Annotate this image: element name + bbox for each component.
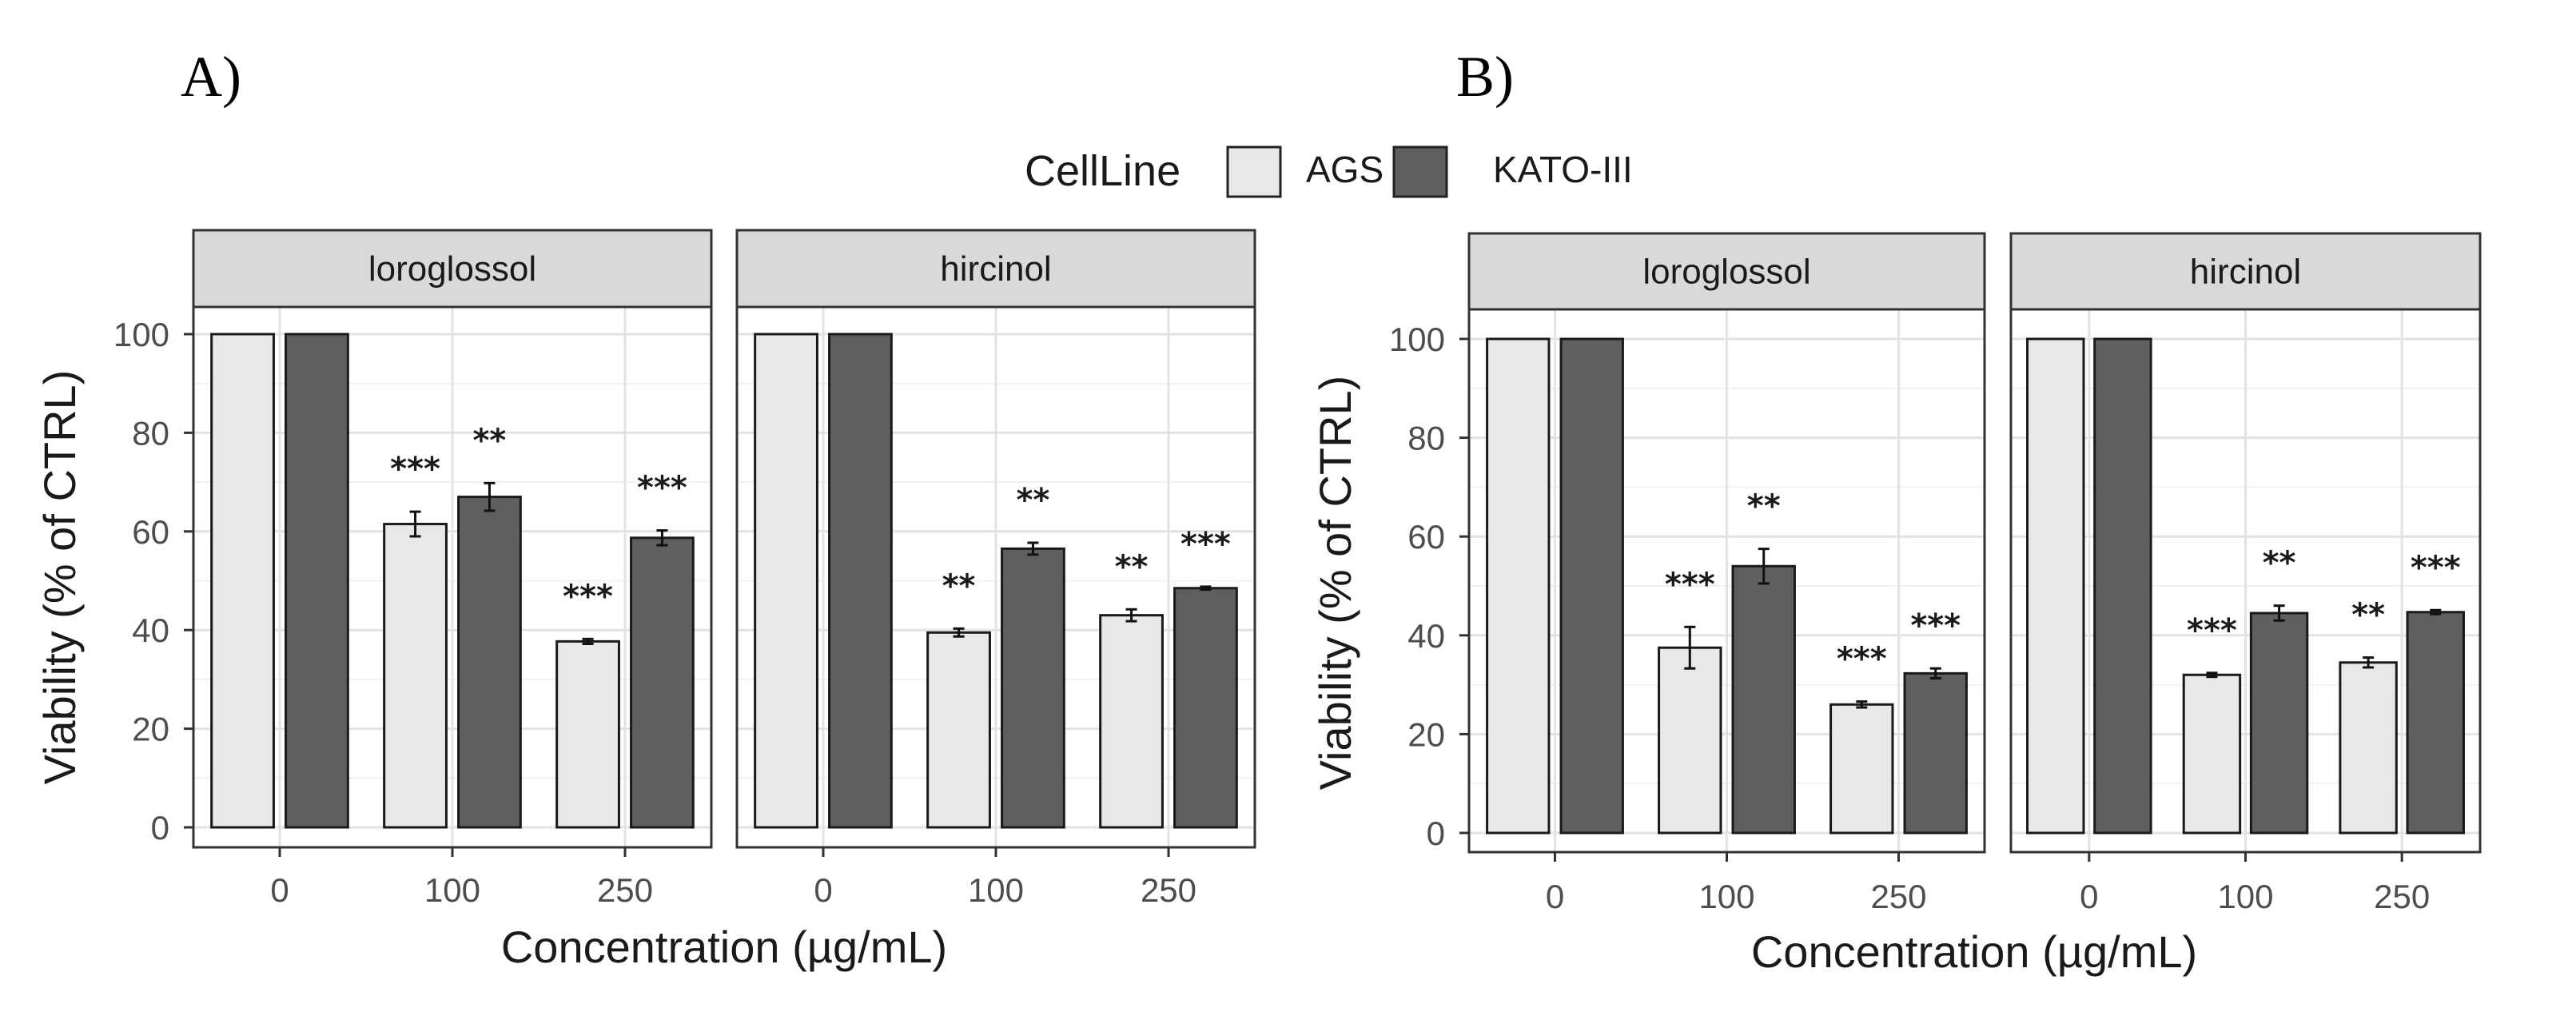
significance-label: ** <box>1017 482 1050 519</box>
legend: CellLine AGS KATO-III <box>1025 145 1633 198</box>
significance-label: *** <box>1665 566 1715 603</box>
significance-label: *** <box>637 470 687 507</box>
significance-label: ** <box>473 422 507 459</box>
significance-label: *** <box>563 578 613 615</box>
y-axis-label: Viability (% of CTRL) <box>1310 376 1360 791</box>
y-tick-label: 20 <box>132 711 169 748</box>
y-tick-label: 80 <box>1407 420 1445 457</box>
x-tick-label: 100 <box>2217 878 2273 915</box>
y-tick-label: 60 <box>132 513 169 551</box>
x-tick-label: 250 <box>2374 878 2430 915</box>
y-tick-label: 40 <box>1407 617 1445 655</box>
bar-ags <box>1099 614 1164 829</box>
bar-kato-iii <box>2406 611 2465 835</box>
bar-ags <box>2026 337 2085 835</box>
significance-label: ** <box>2263 545 2296 582</box>
x-axis-label: Concentration (µg/mL) <box>501 922 947 972</box>
bar-ags <box>926 631 991 829</box>
bar-kato-iii <box>2093 337 2152 835</box>
bar-kato-iii <box>2249 612 2309 835</box>
x-tick-label: 100 <box>1698 878 1754 915</box>
bar-ags <box>383 523 448 829</box>
bar-kato-iii <box>1731 564 1796 835</box>
x-axis-label: Concentration (µg/mL) <box>1751 926 2197 977</box>
y-tick-label: 0 <box>151 809 169 847</box>
x-tick-label: 250 <box>597 871 653 909</box>
legend-title: CellLine <box>1025 147 1181 195</box>
bar-ags <box>1658 646 1722 835</box>
y-tick-label: 20 <box>1407 715 1445 753</box>
bar-ags <box>2182 673 2242 835</box>
significance-label: *** <box>2187 612 2237 649</box>
bar-kato-iii <box>1173 587 1238 829</box>
x-tick-label: 0 <box>814 871 832 909</box>
x-tick-label: 100 <box>424 871 480 909</box>
bar-ags <box>2339 661 2398 835</box>
panel-b: B) 0 20 40 60 80 100 Viability (% of CTRL) Conce… <box>1310 45 2482 977</box>
bar-kato-iii <box>1559 337 1624 835</box>
bar-ags <box>1486 337 1551 835</box>
plot-border <box>2009 308 2482 854</box>
x-tick-label: 250 <box>1870 878 1926 915</box>
bar-kato-iii <box>457 496 522 829</box>
bar-ags <box>555 639 620 829</box>
significance-label: *** <box>390 451 440 488</box>
plot-border <box>192 305 713 849</box>
bar-kato-iii <box>828 333 893 829</box>
facet-strip <box>1467 232 1986 311</box>
x-tick-label: 0 <box>270 871 289 909</box>
panel-label: A) <box>181 45 241 109</box>
plot-border <box>735 305 1256 849</box>
significance-label: ** <box>942 568 976 604</box>
bar-ags <box>210 333 275 829</box>
x-tick-label: 0 <box>2080 878 2098 915</box>
facet-strip <box>192 229 713 309</box>
bar-ags <box>1829 703 1894 835</box>
x-tick-label: 100 <box>968 871 1024 909</box>
bar-ags <box>754 333 818 829</box>
y-tick-label: 100 <box>113 316 169 353</box>
y-axis-label: Viability (% of CTRL) <box>34 370 85 785</box>
significance-label: *** <box>1181 526 1231 563</box>
y-tick-label: 80 <box>132 414 169 452</box>
legend-swatch-ags <box>1226 145 1282 198</box>
facet-strip <box>735 229 1256 309</box>
bar-kato-iii <box>285 333 349 829</box>
significance-label: *** <box>2411 549 2461 586</box>
plot-border <box>1467 308 1986 854</box>
facet-strip <box>2009 232 2482 311</box>
significance-label: ** <box>1115 548 1149 585</box>
panel-a: A) 0 20 40 60 80 100 Viability (% of CTRL) Conce… <box>34 45 1256 972</box>
significance-label: ** <box>2351 597 2385 634</box>
y-tick-label: 100 <box>1389 321 1445 358</box>
legend-label-kato-iii: KATO-III <box>1493 149 1633 190</box>
y-tick-label: 40 <box>132 612 169 649</box>
significance-label: ** <box>1747 488 1781 525</box>
x-tick-label: 250 <box>1141 871 1196 909</box>
significance-label: *** <box>1837 641 1887 678</box>
bar-kato-iii <box>1903 671 1968 835</box>
facet-title: hircinol <box>2190 253 2301 292</box>
bar-kato-iii <box>1001 547 1065 829</box>
facet-title: hircinol <box>940 249 1051 289</box>
legend-label-ags: AGS <box>1306 149 1384 190</box>
panel-label: B) <box>1456 45 1514 109</box>
legend-swatch-kato-iii <box>1392 145 1448 198</box>
y-tick-label: 0 <box>1427 815 1445 852</box>
significance-label: *** <box>1910 608 1961 644</box>
facet-title: loroglossol <box>1642 253 1810 292</box>
y-tick-label: 60 <box>1407 518 1445 556</box>
facet-title: loroglossol <box>368 249 536 289</box>
bar-kato-iii <box>630 536 695 829</box>
x-tick-label: 0 <box>1546 878 1564 915</box>
